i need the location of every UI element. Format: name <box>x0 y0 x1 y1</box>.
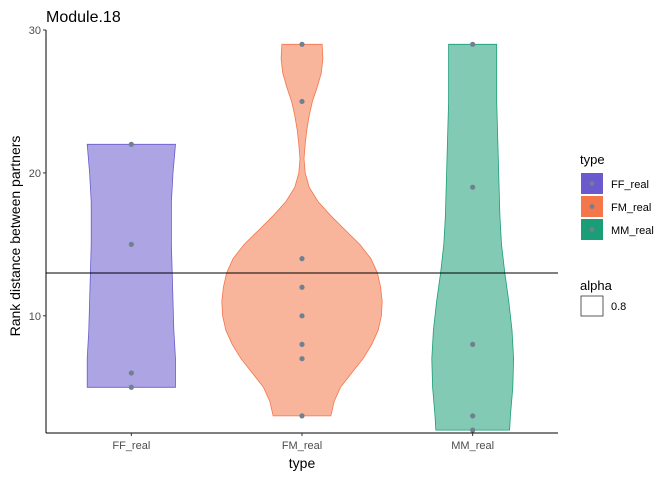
legend-alpha-key <box>580 295 604 317</box>
y-tick-label: 10 <box>29 311 41 323</box>
x-tick-label: FM_real <box>282 440 322 452</box>
y-tick-label: 20 <box>29 168 41 180</box>
violin-fm-real <box>221 43 383 417</box>
legend-key-point <box>589 204 595 209</box>
data-point-mm-real <box>470 41 476 47</box>
legend-alpha-title: alpha <box>580 278 613 293</box>
data-point-ff-real <box>128 384 134 390</box>
data-point-mm-real <box>470 413 476 419</box>
x-tick-label: FF_real <box>112 440 150 452</box>
legend-label-ff-real: FF_real <box>611 179 649 191</box>
data-point-fm-real <box>299 413 305 419</box>
x-tick-label: MM_real <box>451 440 494 452</box>
data-point-ff-real <box>128 370 134 376</box>
data-point-fm-real <box>299 356 305 362</box>
legend-label-fm-real: FM_real <box>611 202 651 214</box>
x-axis-ticks: FF_real FM_real MM_real <box>112 433 494 452</box>
data-point-fm-real <box>299 256 305 262</box>
violin-mm-real <box>431 43 515 431</box>
data-point-fm-real <box>299 284 305 290</box>
legend: type FF_real FM_real MM_real alpha 0.8 <box>580 152 654 317</box>
legend-key-point <box>589 227 595 232</box>
data-point-mm-real <box>470 184 476 190</box>
violins-layer <box>86 43 515 431</box>
y-tick-label: 30 <box>29 25 41 37</box>
chart-title: Module.18 <box>46 9 121 26</box>
points-layer <box>128 41 476 433</box>
legend-key-point <box>589 181 595 186</box>
violin-ff-real <box>86 143 176 388</box>
data-point-fm-real <box>299 313 305 319</box>
data-point-fm-real <box>299 341 305 347</box>
legend-label-mm-real: MM_real <box>611 225 654 237</box>
legend-type-items: FF_real FM_real MM_real <box>581 173 654 240</box>
data-point-mm-real <box>470 427 476 433</box>
y-axis-ticks: 10 20 30 <box>29 25 46 323</box>
data-point-ff-real <box>128 241 134 247</box>
legend-alpha-value: 0.8 <box>611 301 626 313</box>
y-axis-title: Rank distance between partners <box>7 136 23 337</box>
data-point-fm-real <box>299 41 305 47</box>
data-point-mm-real <box>470 341 476 347</box>
legend-type-title: type <box>580 152 605 167</box>
data-point-ff-real <box>128 141 134 147</box>
data-point-fm-real <box>299 98 305 105</box>
x-axis-title: type <box>289 455 316 471</box>
